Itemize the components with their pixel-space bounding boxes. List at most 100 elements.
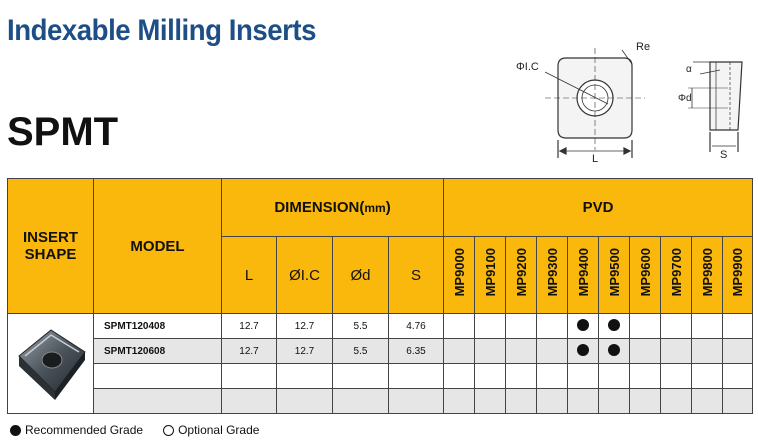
grade-cell — [505, 388, 538, 414]
insert-photo-icon — [17, 329, 86, 400]
recommended-dot-icon — [577, 343, 590, 356]
grade-cell — [629, 363, 662, 389]
grade-cell — [443, 388, 476, 414]
model-cell — [93, 363, 222, 389]
grade-cell — [691, 313, 724, 339]
grade-cell — [474, 388, 507, 414]
model-cell: SPMT120608 — [93, 338, 222, 364]
insert-shape-header: INSERT SHAPE — [7, 178, 94, 314]
ic-cell — [276, 363, 333, 389]
d-cell: 5.5 — [332, 338, 389, 364]
s-cell — [387, 363, 445, 389]
optional-circle-icon — [163, 424, 175, 436]
d-cell — [332, 388, 389, 414]
front-view-drawing — [544, 48, 645, 158]
grade-header: MP9000 — [443, 236, 476, 314]
table-row: SPMT120608 12.7 12.7 5.5 6.35 — [8, 338, 754, 364]
l-cell — [221, 363, 277, 389]
grade-header: MP9100 — [474, 236, 507, 314]
page-title: Indexable Milling Inserts — [7, 14, 317, 47]
grade-cell — [598, 363, 631, 389]
d-cell — [332, 363, 389, 389]
grade-cell — [722, 388, 754, 414]
s-cell: 6.35 — [387, 338, 445, 364]
insert-shape-image — [7, 313, 94, 414]
re-label: Re — [636, 41, 650, 53]
grade-header: MP9700 — [660, 236, 693, 314]
grade-cell — [691, 388, 724, 414]
grade-cell — [474, 313, 507, 339]
model-cell: SPMT120408 — [93, 313, 222, 339]
col-s-header: S — [387, 236, 445, 314]
grade-header: MP9400 — [567, 236, 600, 314]
grade-header: MP9800 — [691, 236, 724, 314]
grade-cell — [567, 363, 600, 389]
grade-cell — [660, 313, 693, 339]
grade-cell — [567, 388, 600, 414]
grade-cell — [722, 363, 754, 389]
col-l-header: L — [221, 236, 277, 314]
grade-cell — [536, 338, 569, 364]
grade-cell — [691, 363, 724, 389]
grade-cell — [660, 363, 693, 389]
col-ic-header: ØI.C — [276, 236, 333, 314]
l-label: L — [592, 153, 598, 165]
grade-cell — [505, 313, 538, 339]
grade-cell — [722, 338, 754, 364]
grade-cell — [443, 363, 476, 389]
grade-cell — [505, 338, 538, 364]
grade-cell — [536, 313, 569, 339]
grade-cell — [691, 338, 724, 364]
legend-optional: Optional Grade — [178, 423, 260, 437]
grade-cell — [660, 338, 693, 364]
grade-cell — [536, 388, 569, 414]
ic-cell: 12.7 — [276, 313, 333, 339]
ic-label: ΦI.C — [516, 61, 539, 73]
table-row: SPMT120408 12.7 12.7 5.5 4.76 — [7, 313, 754, 414]
legend-recommended: Recommended Grade — [25, 423, 144, 437]
grade-cell — [443, 338, 476, 364]
grade-cell — [443, 313, 476, 339]
l-cell: 12.7 — [221, 313, 277, 339]
grade-cell — [598, 388, 631, 414]
recommended-dot-icon — [10, 424, 21, 436]
grade-cell — [474, 338, 507, 364]
recommended-dot-icon — [577, 318, 590, 331]
model-header: MODEL — [93, 178, 222, 314]
grade-header: MP9200 — [505, 236, 538, 314]
grade-header: MP9300 — [536, 236, 569, 314]
ic-cell: 12.7 — [276, 338, 333, 364]
model-cell — [93, 388, 222, 414]
grade-cell — [536, 363, 569, 389]
grade-cell — [629, 313, 662, 339]
insert-code: SPMT — [7, 110, 119, 154]
grade-header: MP9600 — [629, 236, 662, 314]
grade-cell — [567, 338, 600, 364]
grade-header: MP9900 — [722, 236, 754, 314]
alpha-label: α — [686, 64, 692, 75]
grade-cell — [660, 388, 693, 414]
side-view-drawing — [688, 61, 743, 152]
grade-cell — [598, 338, 631, 364]
s-cell: 4.76 — [387, 313, 445, 339]
ic-cell — [276, 388, 333, 414]
table-row — [8, 363, 754, 389]
l-cell — [221, 388, 277, 414]
grade-header: MP9500 — [598, 236, 631, 314]
col-d-header: Ød — [332, 236, 389, 314]
d-cell: 5.5 — [332, 313, 389, 339]
grade-cell — [505, 363, 538, 389]
table-row — [8, 388, 754, 414]
s-label: S — [720, 149, 727, 161]
pvd-header: PVD — [443, 178, 754, 237]
spec-table: INSERT SHAPE MODEL DIMENSION(mm) PVD L Ø… — [7, 178, 754, 414]
grade-legend: Recommended Grade Optional Grade — [10, 423, 259, 437]
grade-cell — [629, 338, 662, 364]
d-label: Φd — [678, 93, 692, 104]
grade-cell — [629, 388, 662, 414]
dimension-header: DIMENSION(mm) — [220, 178, 445, 237]
insert-dimension-diagram: ΦI.C Re L α Φd S — [516, 41, 743, 165]
s-cell — [387, 388, 445, 414]
grade-cell — [722, 313, 754, 339]
recommended-dot-icon — [608, 343, 621, 356]
